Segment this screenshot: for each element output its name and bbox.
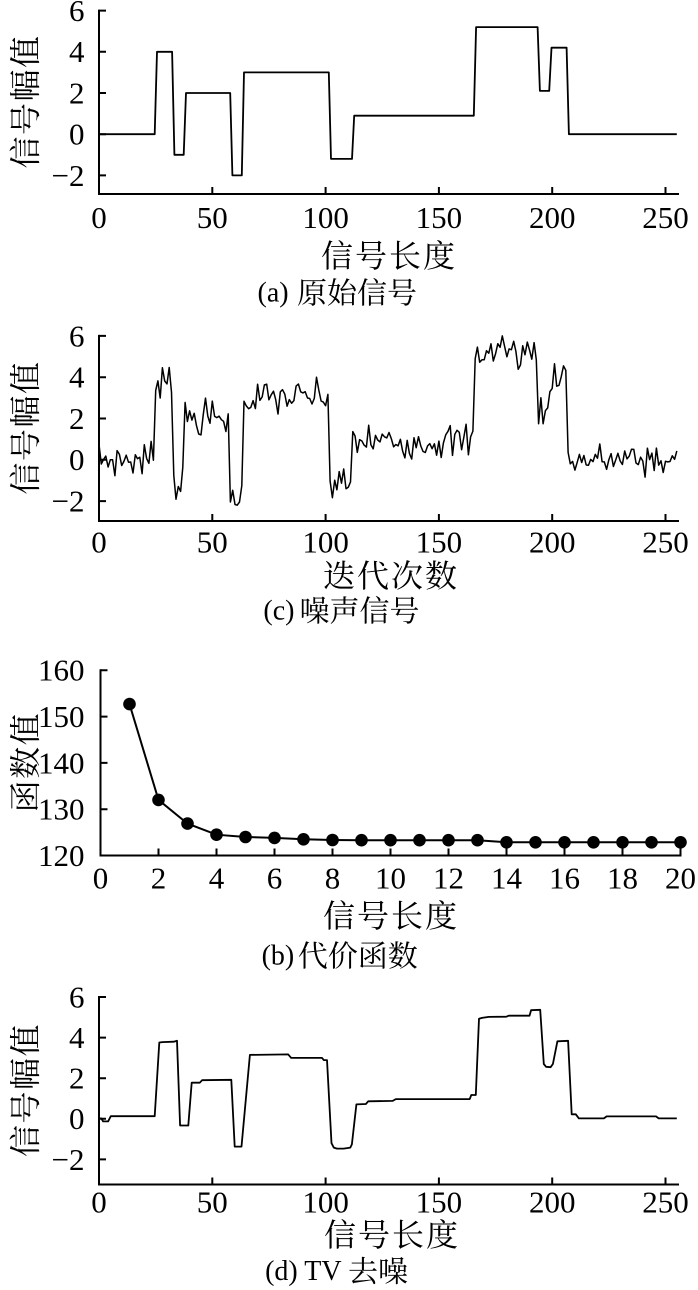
svg-text:50: 50 — [197, 525, 228, 560]
svg-text:2: 2 — [69, 75, 85, 110]
svg-text:2: 2 — [69, 1061, 85, 1096]
svg-text:20: 20 — [665, 861, 696, 896]
svg-text:2: 2 — [151, 861, 167, 896]
svg-text:(c): (c) — [263, 596, 294, 627]
svg-text:−2: −2 — [52, 484, 85, 519]
svg-text:200: 200 — [529, 200, 576, 235]
svg-text:(a): (a) — [258, 278, 289, 309]
svg-text:4: 4 — [69, 1020, 85, 1055]
svg-text:(b): (b) — [262, 941, 295, 972]
svg-text:0: 0 — [69, 117, 85, 152]
svg-text:200: 200 — [529, 1185, 576, 1220]
svg-text:100: 100 — [302, 200, 349, 235]
svg-text:200: 200 — [529, 525, 576, 560]
svg-text:50: 50 — [197, 1185, 228, 1220]
svg-text:14: 14 — [491, 861, 523, 896]
svg-text:18: 18 — [607, 861, 638, 896]
svg-text:150: 150 — [38, 699, 85, 734]
svg-text:250: 250 — [642, 1185, 689, 1220]
svg-text:4: 4 — [209, 861, 225, 896]
svg-text:0: 0 — [91, 1185, 107, 1220]
svg-text:150: 150 — [416, 1185, 463, 1220]
svg-text:8: 8 — [325, 861, 341, 896]
svg-text:150: 150 — [416, 525, 463, 560]
svg-text:6: 6 — [69, 979, 85, 1014]
svg-text:100: 100 — [302, 525, 349, 560]
svg-text:100: 100 — [302, 1185, 349, 1220]
svg-text:12: 12 — [433, 861, 464, 896]
svg-text:160: 160 — [38, 653, 85, 688]
svg-text:(d) TV: (d) TV — [265, 1256, 341, 1287]
svg-text:−2: −2 — [52, 158, 85, 193]
svg-text:16: 16 — [549, 861, 580, 896]
svg-text:6: 6 — [69, 318, 85, 353]
svg-text:0: 0 — [69, 442, 85, 477]
svg-text:0: 0 — [91, 200, 107, 235]
svg-text:4: 4 — [69, 34, 85, 69]
svg-text:150: 150 — [416, 200, 463, 235]
svg-text:0: 0 — [93, 861, 109, 896]
svg-text:50: 50 — [197, 200, 228, 235]
svg-text:6: 6 — [69, 0, 85, 28]
svg-text:0: 0 — [69, 1101, 85, 1136]
svg-text:0: 0 — [91, 525, 107, 560]
svg-text:10: 10 — [375, 861, 406, 896]
svg-text:130: 130 — [38, 792, 85, 827]
svg-text:250: 250 — [642, 525, 689, 560]
svg-text:4: 4 — [69, 360, 85, 395]
svg-text:−2: −2 — [52, 1142, 85, 1177]
svg-text:6: 6 — [267, 861, 283, 896]
svg-text:140: 140 — [38, 745, 85, 780]
svg-text:250: 250 — [642, 200, 689, 235]
svg-text:120: 120 — [38, 838, 85, 873]
svg-text:2: 2 — [69, 401, 85, 436]
